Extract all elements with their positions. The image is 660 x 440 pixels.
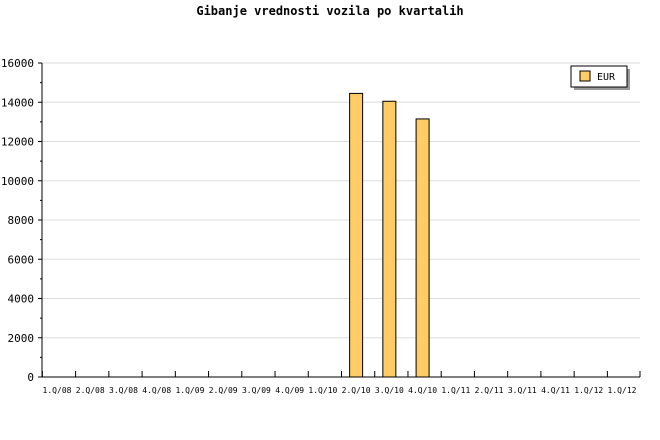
x-tick-label: 1.Q/12 [574, 386, 603, 395]
x-tick-label: 2.Q/11 [475, 386, 504, 395]
x-tick-label: 2.Q/08 [76, 386, 105, 395]
y-tick-label: 2000 [8, 332, 35, 345]
y-tick-label: 6000 [8, 253, 35, 266]
x-tick-label: 4.Q/09 [275, 386, 304, 395]
x-tick-label: 3.Q/10 [375, 386, 404, 395]
y-tick-label: 14000 [1, 96, 34, 109]
bar [415, 118, 430, 378]
y-tick-label: 0 [27, 371, 34, 384]
bar [382, 100, 397, 378]
bar [349, 92, 364, 378]
x-tick-label: 3.Q/08 [109, 386, 138, 395]
y-tick-label: 10000 [1, 175, 34, 188]
x-tick-label: 2.Q/10 [342, 386, 371, 395]
y-tick-label: 4000 [8, 293, 35, 306]
x-tick-label: 1.Q/11 [441, 386, 470, 395]
y-tick-label: 12000 [1, 136, 34, 149]
x-tick-label: 3.Q/11 [508, 386, 537, 395]
x-tick-label: 1.Q/10 [308, 386, 337, 395]
y-tick-label: 16000 [1, 57, 34, 70]
chart-title: Gibanje vrednosti vozila po kvartalih [196, 4, 464, 18]
x-tick-label: 4.Q/08 [142, 386, 171, 395]
x-tick-label: 1.Q/09 [175, 386, 204, 395]
y-tick-label: 8000 [8, 214, 35, 227]
x-tick-label: 2.Q/09 [209, 386, 238, 395]
x-tick-label: 4.Q/10 [408, 386, 437, 395]
x-tick-label: 1.Q/08 [43, 386, 72, 395]
x-tick-label: 3.Q/09 [242, 386, 271, 395]
x-tick-label: 1.Q/12 [608, 386, 637, 395]
legend-swatch [579, 70, 591, 82]
x-tick-label: 4.Q/11 [541, 386, 570, 395]
legend-label: EUR [597, 72, 616, 83]
